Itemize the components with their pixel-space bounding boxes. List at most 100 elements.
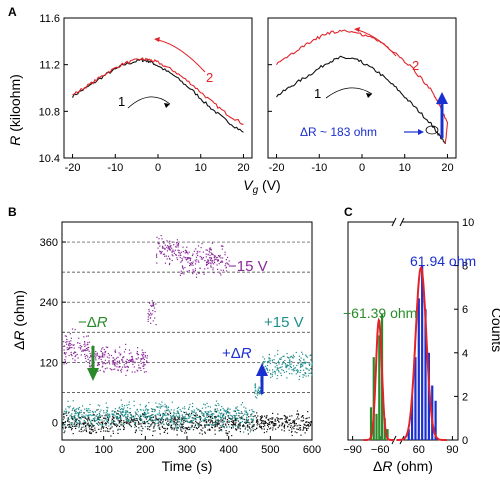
data-point-purple [63,331,65,333]
data-point-teal [69,405,71,407]
data-point-purple [106,362,108,364]
data-point-teal [235,412,237,414]
data-point-teal [139,404,141,406]
data-point-black [186,427,188,429]
data-point-black [150,416,152,419]
data-point-teal [99,419,101,421]
data-point-teal [226,412,228,414]
data-point-purple [204,268,206,270]
data-point-teal [86,415,89,417]
data-point-teal [162,416,164,418]
data-point-black [300,434,302,436]
data-point-teal [167,406,170,409]
data-point-purple [138,364,140,366]
data-point-black [62,422,64,424]
data-point-teal [101,419,103,421]
data-point-teal [225,411,227,413]
data-point-black [125,421,127,423]
sweep-1-label: 1 [314,86,321,101]
data-point-purple [186,251,188,253]
data-point-teal [70,422,72,424]
data-point-black [239,417,241,419]
data-point-black [62,424,64,426]
data-point-teal [241,416,243,418]
data-point-purple [213,272,215,274]
label-plus-delta-r-symbol: R [241,345,252,362]
data-point-teal [274,366,276,368]
data-point-purple [181,260,183,262]
data-point-teal [83,412,85,414]
data-point-black [166,410,168,412]
data-point-black [143,413,145,415]
data-point-teal [223,427,226,429]
data-point-teal [128,420,130,422]
data-point-purple [71,328,74,330]
data-point-black [271,417,273,419]
data-point-black [157,418,159,420]
data-point-black [78,430,80,432]
data-point-purple [127,366,129,368]
data-point-black [283,427,286,429]
data-point-teal [222,415,224,417]
data-point-teal [130,414,132,417]
data-point-black [64,421,67,423]
data-point-black [289,415,291,417]
data-point-teal [261,394,263,396]
data-point-purple [84,353,86,355]
data-point-purple [63,341,65,343]
data-point-black [188,429,190,431]
data-point-black [125,417,127,419]
data-point-black [247,419,249,421]
data-point-purple [103,356,105,358]
data-point-black [281,423,283,426]
data-point-teal [213,413,215,415]
data-point-purple [72,344,74,346]
panel-c-y-axis-label: Counts [489,308,500,352]
data-point-purple [118,366,120,368]
data-point-teal [63,410,65,412]
data-point-black [174,421,176,424]
data-point-teal [153,408,155,411]
data-point-teal [209,406,211,408]
data-point-purple [161,247,164,249]
data-point-purple [208,250,210,252]
data-point-black [256,412,258,414]
data-point-teal [173,423,175,425]
data-point-teal [133,405,135,407]
data-point-black [248,426,250,428]
data-point-purple [153,304,155,306]
data-point-black [226,420,228,422]
data-point-teal [271,375,273,377]
data-point-teal [136,408,138,410]
data-point-purple [120,353,122,355]
data-point-purple [183,256,185,258]
data-point-teal [236,418,238,420]
data-point-teal [239,412,241,415]
data-point-black [234,424,236,426]
data-point-purple [228,260,230,262]
data-point-purple [209,257,211,259]
data-point-teal [247,413,249,415]
data-point-teal [181,417,183,419]
data-point-purple [70,347,72,349]
data-point-teal [211,424,213,426]
data-point-black [85,417,87,419]
data-point-black [267,424,269,426]
data-point-black [89,432,91,434]
data-point-black [297,416,299,418]
data-point-purple [74,361,76,363]
data-point-purple [195,276,198,278]
data-point-black [105,426,107,429]
data-point-teal [206,402,208,404]
data-point-teal [75,425,77,427]
label-minus-delta-r-symbol: R [97,314,108,331]
data-point-purple [131,355,133,358]
data-point-black [99,422,101,424]
data-point-black [292,420,294,422]
data-point-purple [68,343,70,345]
data-point-teal [99,416,101,418]
data-point-teal [165,405,167,407]
data-point-teal [87,411,89,414]
data-point-teal [263,366,265,368]
